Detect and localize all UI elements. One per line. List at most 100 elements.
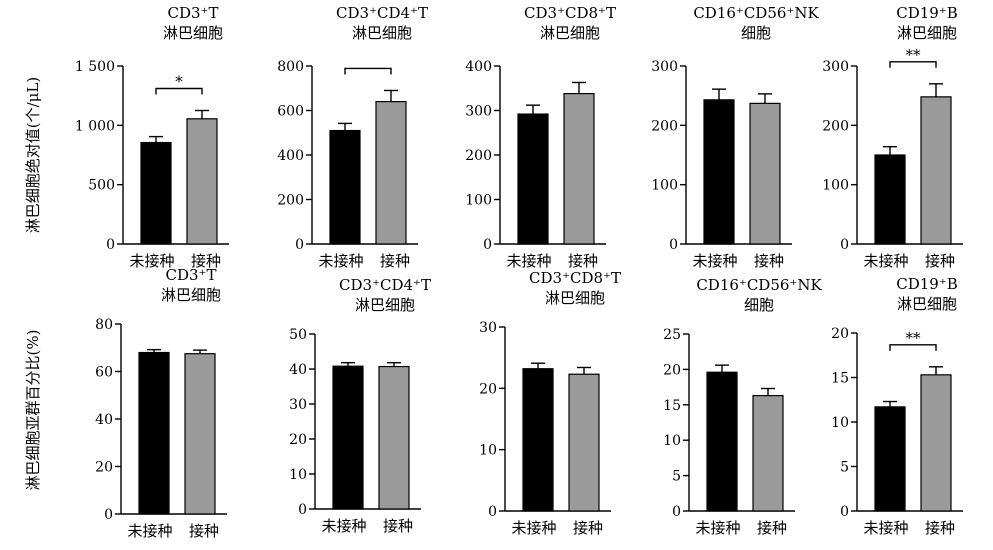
bar-vaccinated [563, 92, 595, 245]
bar-vaccinated [375, 100, 407, 245]
y-tick-label: 200 [822, 118, 849, 134]
x-tick-label: 未接种 [506, 252, 551, 270]
chart-panel-3: CD3⁺CD8⁺T 淋巴细胞 0 100 200 300 400 未接种 接种 [465, 4, 616, 270]
bar-unvaccinated [874, 406, 906, 512]
y-tick-label: 0 [104, 507, 113, 523]
significance-bracket [889, 344, 937, 351]
bar-unvaccinated [332, 365, 364, 510]
y-tick-label: 5 [840, 460, 849, 476]
y-tick-label: 400 [277, 148, 304, 164]
y-tick-label: 0 [106, 237, 115, 253]
x-tick-label: 接种 [568, 252, 598, 270]
y-tick-label: 500 [88, 178, 115, 194]
row-label-absolute-count: 淋巴细胞绝对值(个/μL) [24, 77, 42, 233]
x-tick-label: 未接种 [318, 252, 363, 270]
y-tick-label: 800 [277, 59, 304, 75]
y-tick-label: 300 [822, 59, 849, 75]
y-tick-label: 200 [465, 148, 492, 164]
y-tick-label: 0 [672, 504, 681, 520]
x-tick-label: 接种 [925, 519, 955, 537]
y-tick-label: 30 [289, 397, 307, 413]
y-tick-label: 80 [95, 317, 113, 333]
significance-bracket [155, 87, 203, 95]
x-tick-label: 未接种 [321, 517, 366, 535]
y-tick-label: 30 [479, 320, 497, 336]
x-tick-label: 接种 [383, 517, 413, 535]
bar-unvaccinated [522, 368, 554, 512]
chart-title-line: CD3⁺CD8⁺T [524, 4, 616, 22]
significance-label: ** [906, 329, 922, 347]
chart-title-line: 细胞 [741, 24, 771, 42]
chart-panel-4: CD16⁺CD56⁺NK 细胞 0 100 200 300 未接种 接种 [651, 4, 819, 270]
chart-title-line: 淋巴细胞 [545, 289, 605, 307]
y-tick-label: 0 [488, 504, 497, 520]
chart-panel-6: CD3⁺T 淋巴细胞 0 20 40 60 80 未接种 接种 [95, 266, 227, 540]
chart-title-line: 淋巴细胞 [897, 295, 957, 313]
significance-label: * [175, 73, 183, 91]
y-tick-label: 10 [479, 443, 497, 459]
x-tick-label: 接种 [925, 252, 955, 270]
significance-bracket [889, 61, 937, 68]
x-tick-label: 未接种 [127, 522, 172, 540]
chart-title-line: 淋巴细胞 [897, 24, 957, 42]
bar-unvaccinated [138, 351, 170, 515]
bar-vaccinated [752, 394, 784, 512]
x-tick-label: 未接种 [511, 519, 556, 537]
y-tick-label: 20 [831, 326, 849, 342]
chart-title-line: 淋巴细胞 [355, 296, 415, 314]
bar-vaccinated [378, 365, 410, 510]
y-tick-label: 10 [663, 433, 681, 449]
chart-panel-7: CD3⁺CD4⁺T 淋巴细胞 0 10 20 30 40 50 未接种 接种 [289, 276, 431, 535]
y-tick-label: 20 [289, 432, 307, 448]
x-tick-label: 接种 [754, 252, 784, 270]
y-tick-label: 40 [289, 362, 307, 378]
y-tick-label: 60 [95, 365, 113, 381]
chart-title-line: CD19⁺B [896, 275, 958, 293]
y-tick-label: 0 [669, 237, 678, 253]
chart-title-line: 淋巴细胞 [163, 24, 223, 42]
chart-title-line: CD3⁺CD8⁺T [529, 269, 621, 287]
bar-vaccinated [920, 96, 952, 245]
y-tick-label: 20 [479, 381, 497, 397]
chart-title-line: 淋巴细胞 [352, 24, 412, 42]
y-tick-label: 0 [840, 504, 849, 520]
x-tick-label: 接种 [757, 519, 787, 537]
bar-unvaccinated [874, 154, 906, 245]
y-tick-label: 10 [289, 467, 307, 483]
bar-vaccinated [568, 373, 600, 512]
x-tick-label: 接种 [189, 522, 219, 540]
chart-title-line: CD3⁺T [168, 4, 219, 22]
y-tick-label: 0 [840, 237, 849, 253]
y-tick-label: 100 [822, 178, 849, 194]
y-tick-label: 0 [295, 237, 304, 253]
chart-panel-8: CD3⁺CD8⁺T 淋巴细胞 0 10 20 30 未接种 接种 [479, 269, 621, 537]
x-tick-label: 接种 [573, 519, 603, 537]
bar-unvaccinated [517, 113, 549, 245]
chart-title-line: 细胞 [744, 296, 774, 314]
y-tick-label: 1 500 [75, 59, 115, 75]
y-tick-label: 1 000 [75, 118, 115, 134]
y-tick-label: 200 [277, 193, 304, 209]
bar-vaccinated [186, 118, 218, 245]
x-tick-label: 接种 [380, 252, 410, 270]
y-tick-label: 25 [663, 327, 681, 343]
chart-title-line: 淋巴细胞 [161, 286, 221, 304]
y-tick-label: 50 [289, 327, 307, 343]
y-tick-label: 0 [298, 502, 307, 518]
y-tick-label: 20 [663, 362, 681, 378]
chart-title-line: CD3⁺CD4⁺T [336, 4, 428, 22]
x-tick-label: 未接种 [129, 252, 174, 270]
significance-bracket [344, 67, 392, 75]
bar-vaccinated [920, 374, 952, 512]
y-tick-label: 20 [95, 460, 113, 476]
chart-title-line: CD3⁺T [166, 266, 217, 284]
y-tick-label: 15 [663, 398, 681, 414]
y-tick-label: 5 [672, 469, 681, 485]
chart-panel-5: CD19⁺B 淋巴细胞 0 100 200 300 未接种 接种 ** [822, 4, 963, 270]
chart-panel-2: CD3⁺CD4⁺T 淋巴细胞 0 200 400 600 800 未接种 接种 [277, 4, 428, 270]
row-label-percentage: 淋巴细胞亚群百分比(%) [24, 330, 42, 491]
y-tick-label: 40 [95, 412, 113, 428]
y-tick-label: 10 [831, 415, 849, 431]
chart-panel-10: CD19⁺B 淋巴细胞 0 5 10 15 20 未接种 接种 ** [831, 275, 963, 537]
